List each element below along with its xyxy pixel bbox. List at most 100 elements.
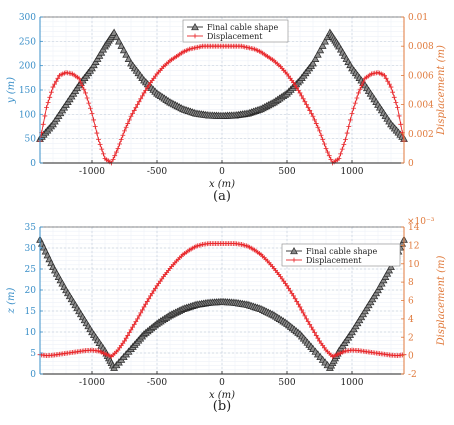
data-point: [133, 319, 139, 325]
data-point: [136, 313, 142, 319]
data-point: [89, 110, 95, 116]
data-point: [387, 262, 395, 271]
data-point: [146, 82, 152, 88]
x-tick-label: 0: [219, 378, 225, 388]
data-point: [323, 146, 329, 151]
y-left-tick-label: 100: [19, 110, 36, 120]
data-point: [356, 90, 361, 96]
y-left-tick-label: 150: [19, 86, 36, 96]
y-right-tick-label: 0.01: [408, 13, 428, 23]
y-right-tick-label: 4: [408, 315, 414, 325]
legend-label: Final cable shape: [207, 23, 278, 32]
data-point: [351, 105, 357, 111]
data-point: [130, 110, 136, 116]
data-point: [96, 137, 101, 143]
y-right-tick-label: 14: [408, 223, 420, 233]
data-point: [302, 313, 308, 319]
legend-label: Displacement: [207, 32, 263, 41]
figure-caption: (b): [213, 399, 231, 414]
data-point: [308, 110, 314, 116]
data-point: [110, 156, 116, 162]
data-point: [117, 41, 126, 49]
y-left-tick-label: 15: [25, 307, 37, 317]
data-point: [117, 141, 123, 147]
data-point: [83, 90, 88, 96]
data-point: [346, 124, 352, 129]
series-final-cable-shape: [36, 28, 408, 142]
y-left-tick-label: 300: [19, 13, 36, 23]
data-point: [328, 156, 334, 162]
y-axis-label-left: y (m): [6, 77, 17, 104]
data-point: [311, 54, 320, 63]
x-tick-label: -500: [147, 378, 167, 388]
y-right-tick-label: 8: [408, 278, 414, 288]
data-point: [87, 105, 93, 111]
data-point: [292, 296, 298, 302]
data-point: [135, 102, 140, 107]
data-point: [354, 95, 360, 101]
data-point: [304, 316, 309, 322]
y-left-tick-label: 5: [30, 349, 36, 359]
figure-caption: (a): [213, 189, 231, 204]
data-point: [118, 137, 124, 143]
data-point: [284, 283, 290, 289]
data-point: [144, 85, 150, 91]
legend-box: [182, 19, 289, 43]
data-point: [343, 137, 348, 143]
y-left-tick-label: 10: [25, 328, 37, 338]
data-point: [292, 82, 298, 88]
data-point: [325, 149, 331, 155]
data-point: [339, 146, 345, 152]
data-point: [357, 86, 363, 92]
data-point: [122, 338, 127, 344]
data-point: [144, 299, 150, 304]
data-point: [359, 83, 365, 89]
data-point: [79, 83, 85, 89]
data-point: [139, 307, 145, 313]
data-point: [52, 81, 58, 87]
data-point: [307, 108, 313, 113]
data-point: [50, 84, 56, 90]
data-point: [112, 153, 118, 159]
data-point: [99, 146, 105, 152]
data-point: [352, 100, 358, 106]
data-point: [131, 321, 137, 327]
legend-label: Displacement: [306, 256, 362, 265]
data-point: [313, 121, 319, 126]
y-left-tick-label: 25: [25, 265, 37, 275]
data-point: [349, 110, 355, 116]
data-point: [390, 89, 396, 95]
data-point: [110, 28, 118, 36]
data-point: [347, 117, 353, 123]
data-point: [94, 130, 100, 136]
y-right-tick-label: 10: [408, 260, 420, 270]
y-axis-label-left: z (m): [6, 288, 17, 315]
data-point: [133, 105, 139, 110]
data-point: [115, 146, 121, 151]
data-point: [48, 89, 54, 95]
series-displacement: [37, 241, 407, 359]
y-right-multiplier: ×10⁻³: [407, 217, 435, 227]
data-point: [122, 128, 127, 134]
data-point: [125, 121, 131, 126]
data-point: [146, 296, 152, 302]
y-left-tick-label: 250: [19, 37, 36, 47]
data-point: [123, 124, 129, 130]
data-point: [100, 151, 106, 157]
y-right-tick-label: 2: [408, 333, 414, 343]
data-point: [318, 132, 324, 138]
y-left-tick-label: 20: [25, 286, 37, 296]
data-point: [391, 94, 397, 100]
data-point: [55, 75, 61, 81]
data-point: [318, 41, 327, 49]
data-point: [138, 96, 144, 102]
data-point: [297, 304, 303, 310]
data-point: [130, 324, 136, 330]
data-point: [141, 304, 147, 310]
data-point: [289, 290, 295, 296]
y-left-tick-label: 0: [30, 159, 36, 169]
x-tick-label: -500: [147, 167, 167, 177]
data-point: [126, 330, 132, 336]
